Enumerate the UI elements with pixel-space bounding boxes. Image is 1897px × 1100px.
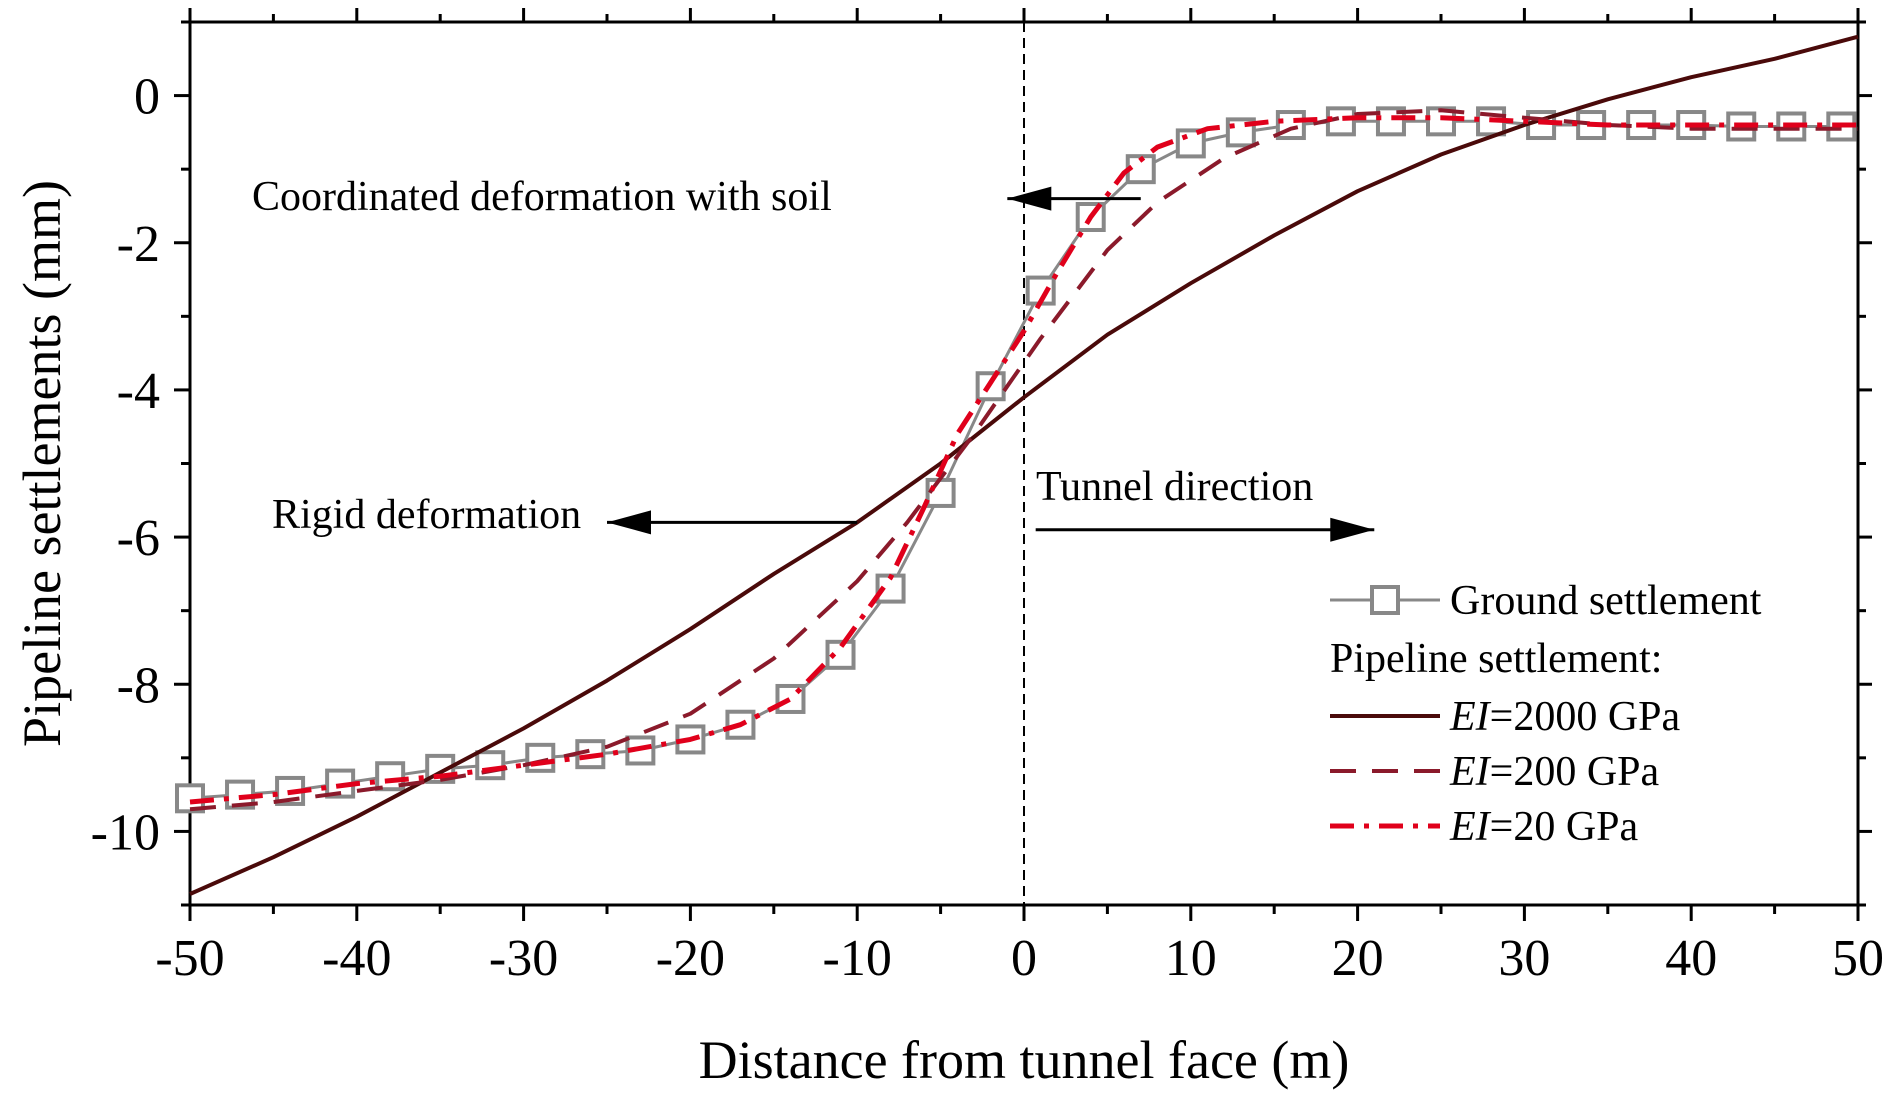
x-tick-label: -10: [823, 930, 892, 987]
ground-settlement-marker: [525, 742, 556, 773]
x-tick-label: -40: [322, 930, 391, 987]
ground-settlement-marker: [1175, 128, 1206, 159]
legend-label-ei-2000-gpa: EI=2000 GPa: [1449, 694, 1681, 740]
x-tick-label: 10: [1165, 930, 1217, 987]
y-tick-label: -4: [117, 363, 160, 420]
ground-settlement-marker: [975, 371, 1006, 402]
x-tick-label: 30: [1498, 930, 1550, 987]
x-tick-label: -50: [155, 930, 224, 987]
series-line-ground-settlement: [189, 119, 1842, 800]
annotation-label: Tunnel direction: [1036, 464, 1313, 510]
legend-label-ground-settlement: Ground settlement: [1450, 578, 1762, 624]
series-layer: [175, 34, 1859, 896]
x-tick-label: 40: [1665, 930, 1717, 987]
axis-ticks: -50 -40 -30 -20 -10 0 10 20 30 40 50 0 -2 -4 -6 -8 -10: [91, 8, 1884, 987]
x-tick-label: 0: [1011, 930, 1037, 987]
annotation-label: Coordinated deformation with soil: [252, 174, 832, 220]
x-tick-label: 20: [1332, 930, 1384, 987]
y-axis-title: Pipeline settlements (mm): [12, 180, 72, 747]
y-tick-label: -10: [91, 804, 160, 861]
legend: Ground settlement Pipeline settlement: EI=…: [1330, 578, 1762, 850]
legend-label-ei-200-gpa: EI=200 GPa: [1449, 749, 1660, 795]
legend-marker-ground-settlement: [1370, 585, 1400, 615]
legend-label-ei-20-gpa: EI=20 GPa: [1449, 804, 1639, 850]
y-tick-label: -8: [117, 657, 160, 714]
series-line-ei-2000-gpa: [189, 34, 1859, 896]
annotation-arrow-head: [1007, 186, 1052, 211]
y-tick-label: -6: [117, 510, 160, 567]
legend-header: Pipeline settlement:: [1330, 636, 1662, 682]
x-tick-label: 50: [1832, 930, 1884, 987]
annotation-label: Rigid deformation: [272, 492, 581, 538]
x-axis-title: Distance from tunnel face (m): [699, 1030, 1350, 1090]
annotation-arrow-head: [1330, 517, 1375, 542]
series-line-ei-20-gpa: [189, 115, 1858, 805]
x-tick-label: -20: [656, 930, 725, 987]
y-tick-label: -2: [117, 216, 160, 273]
x-tick-label: -30: [489, 930, 558, 987]
annotation-arrow-head: [607, 510, 651, 535]
y-tick-label: 0: [134, 69, 160, 126]
annotation-layer: Coordinated deformation with soil Rigid d…: [252, 174, 1375, 542]
ground-settlement-marker: [475, 750, 506, 781]
